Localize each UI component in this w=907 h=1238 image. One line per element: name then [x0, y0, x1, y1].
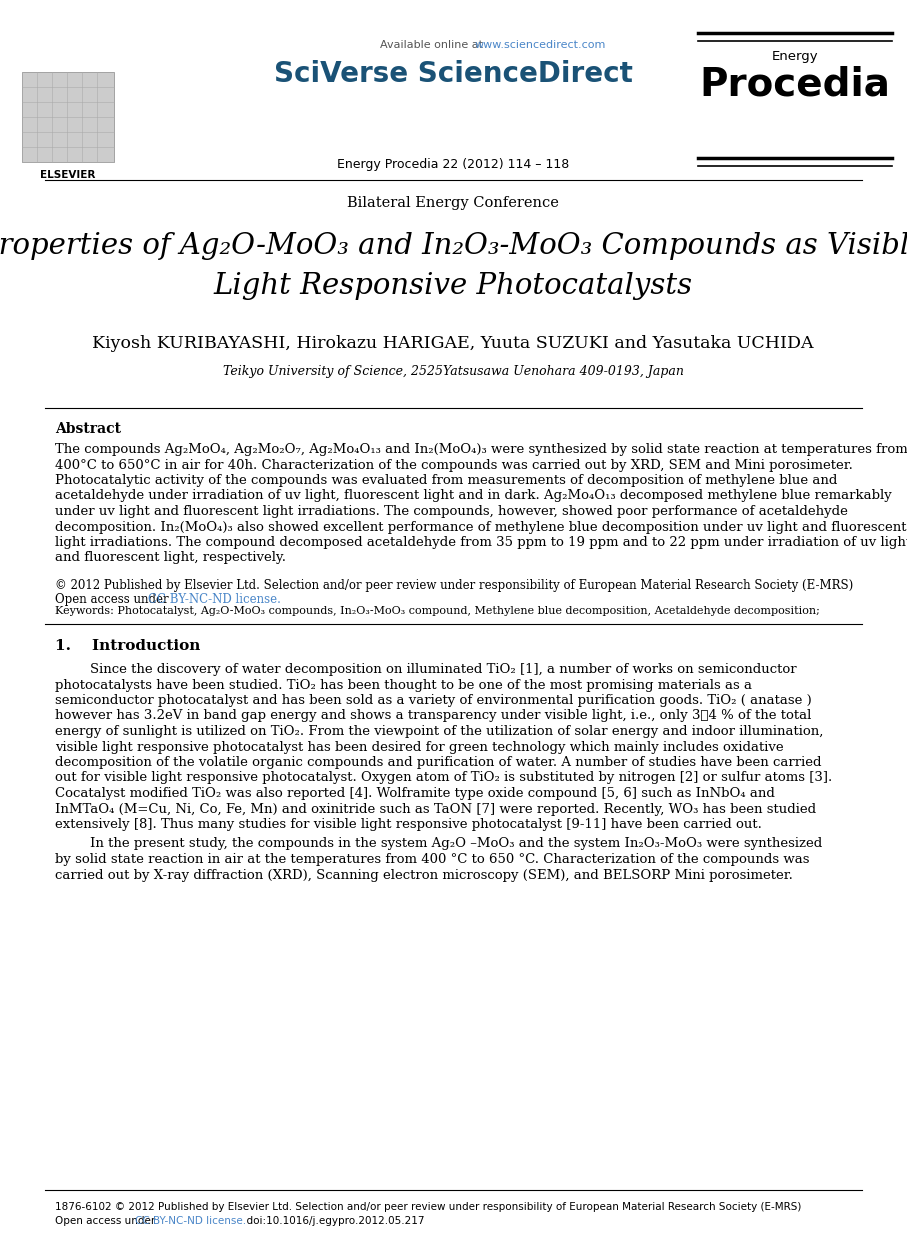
Text: decomposition. In₂(MoO₄)₃ also showed excellent performance of methylene blue de: decomposition. In₂(MoO₄)₃ also showed ex… — [55, 520, 906, 534]
Text: Cocatalyst modified TiO₂ was also reported [4]. Wolframite type oxide compound [: Cocatalyst modified TiO₂ was also report… — [55, 787, 775, 800]
Text: Open access under: Open access under — [55, 593, 172, 605]
Text: Open access under: Open access under — [55, 1216, 159, 1226]
Text: 400°C to 650°C in air for 40h. Characterization of the compounds was carried out: 400°C to 650°C in air for 40h. Character… — [55, 458, 853, 472]
Text: acetaldehyde under irradiation of uv light, fluorescent light and in dark. Ag₂Mo: acetaldehyde under irradiation of uv lig… — [55, 489, 892, 503]
Text: visible light responsive photocatalyst has been desired for green technology whi: visible light responsive photocatalyst h… — [55, 740, 784, 754]
Text: under uv light and fluorescent light irradiations. The compounds, however, showe: under uv light and fluorescent light irr… — [55, 505, 848, 517]
Text: Properties of Ag₂O-MoO₃ and In₂O₃-MoO₃ Compounds as Visible: Properties of Ag₂O-MoO₃ and In₂O₃-MoO₃ C… — [0, 232, 907, 260]
Text: InMTaO₄ (M=Cu, Ni, Co, Fe, Mn) and oxinitride such as TaON [7] were reported. Re: InMTaO₄ (M=Cu, Ni, Co, Fe, Mn) and oxini… — [55, 802, 816, 816]
Text: In the present study, the compounds in the system Ag₂O –MoO₃ and the system In₂O: In the present study, the compounds in t… — [90, 837, 823, 851]
Bar — [22, 72, 114, 162]
Text: © 2012 Published by Elsevier Ltd. Selection and/or peer review under responsibil: © 2012 Published by Elsevier Ltd. Select… — [55, 579, 853, 592]
Text: extensively [8]. Thus many studies for visible light responsive photocatalyst [9: extensively [8]. Thus many studies for v… — [55, 818, 762, 831]
Text: energy of sunlight is utilized on TiO₂. From the viewpoint of the utilization of: energy of sunlight is utilized on TiO₂. … — [55, 725, 824, 738]
Text: decomposition of the volatile organic compounds and purification of water. A num: decomposition of the volatile organic co… — [55, 756, 822, 769]
Text: CC BY-NC-ND license.: CC BY-NC-ND license. — [135, 1216, 246, 1226]
Text: by solid state reaction in air at the temperatures from 400 °C to 650 °C. Charac: by solid state reaction in air at the te… — [55, 853, 810, 867]
Text: Procedia: Procedia — [699, 66, 891, 103]
Text: SciVerse ScienceDirect: SciVerse ScienceDirect — [274, 59, 632, 88]
Text: Teikyo University of Science, 2525Yatsusawa Uenohara 409-0193, Japan: Teikyo University of Science, 2525Yatsus… — [222, 365, 684, 378]
Text: out for visible light responsive photocatalyst. Oxygen atom of TiO₂ is substitut: out for visible light responsive photoca… — [55, 771, 833, 785]
Text: semiconductor photocatalyst and has been sold as a variety of environmental puri: semiconductor photocatalyst and has been… — [55, 695, 812, 707]
Text: Keywords: Photocatalyst, Ag₂O-MoO₃ compounds, In₂O₃-MoO₃ compound, Methylene blu: Keywords: Photocatalyst, Ag₂O-MoO₃ compo… — [55, 605, 820, 617]
Text: Since the discovery of water decomposition on illuminated TiO₂ [1], a number of : Since the discovery of water decompositi… — [90, 664, 796, 676]
Text: The compounds Ag₂MoO₄, Ag₂Mo₂O₇, Ag₂Mo₄O₁₃ and In₂(MoO₄)₃ were synthesized by so: The compounds Ag₂MoO₄, Ag₂Mo₂O₇, Ag₂Mo₄O… — [55, 443, 907, 456]
Text: 1.    Introduction: 1. Introduction — [55, 639, 200, 652]
Text: light irradiations. The compound decomposed acetaldehyde from 35 ppm to 19 ppm a: light irradiations. The compound decompo… — [55, 536, 907, 548]
Text: Energy Procedia 22 (2012) 114 – 118: Energy Procedia 22 (2012) 114 – 118 — [336, 158, 569, 171]
Text: however has 3.2eV in band gap energy and shows a transparency under visible ligh: however has 3.2eV in band gap energy and… — [55, 709, 812, 723]
Text: and fluorescent light, respectively.: and fluorescent light, respectively. — [55, 551, 286, 565]
Text: Photocatalytic activity of the compounds was evaluated from measurements of deco: Photocatalytic activity of the compounds… — [55, 474, 837, 487]
Text: Energy: Energy — [772, 50, 818, 63]
Text: CC BY-NC-ND license.: CC BY-NC-ND license. — [148, 593, 281, 605]
Text: www.sciencedirect.com: www.sciencedirect.com — [475, 40, 607, 50]
Text: doi:10.1016/j.egypro.2012.05.217: doi:10.1016/j.egypro.2012.05.217 — [240, 1216, 424, 1226]
Text: ELSEVIER: ELSEVIER — [40, 170, 95, 180]
Text: Kiyosh KURIBAYASHI, Hirokazu HARIGAE, Yuuta SUZUKI and Yasutaka UCHIDA: Kiyosh KURIBAYASHI, Hirokazu HARIGAE, Yu… — [93, 335, 814, 352]
Text: photocatalysts have been studied. TiO₂ has been thought to be one of the most pr: photocatalysts have been studied. TiO₂ h… — [55, 678, 752, 692]
Text: 1876-6102 © 2012 Published by Elsevier Ltd. Selection and/or peer review under r: 1876-6102 © 2012 Published by Elsevier L… — [55, 1202, 802, 1212]
Text: Bilateral Energy Conference: Bilateral Energy Conference — [347, 196, 559, 210]
Text: Abstract: Abstract — [55, 422, 121, 436]
Text: Available online at: Available online at — [380, 40, 486, 50]
Text: Light Responsive Photocatalysts: Light Responsive Photocatalysts — [213, 272, 693, 300]
Text: carried out by X-ray diffraction (XRD), Scanning electron microscopy (SEM), and : carried out by X-ray diffraction (XRD), … — [55, 869, 793, 881]
